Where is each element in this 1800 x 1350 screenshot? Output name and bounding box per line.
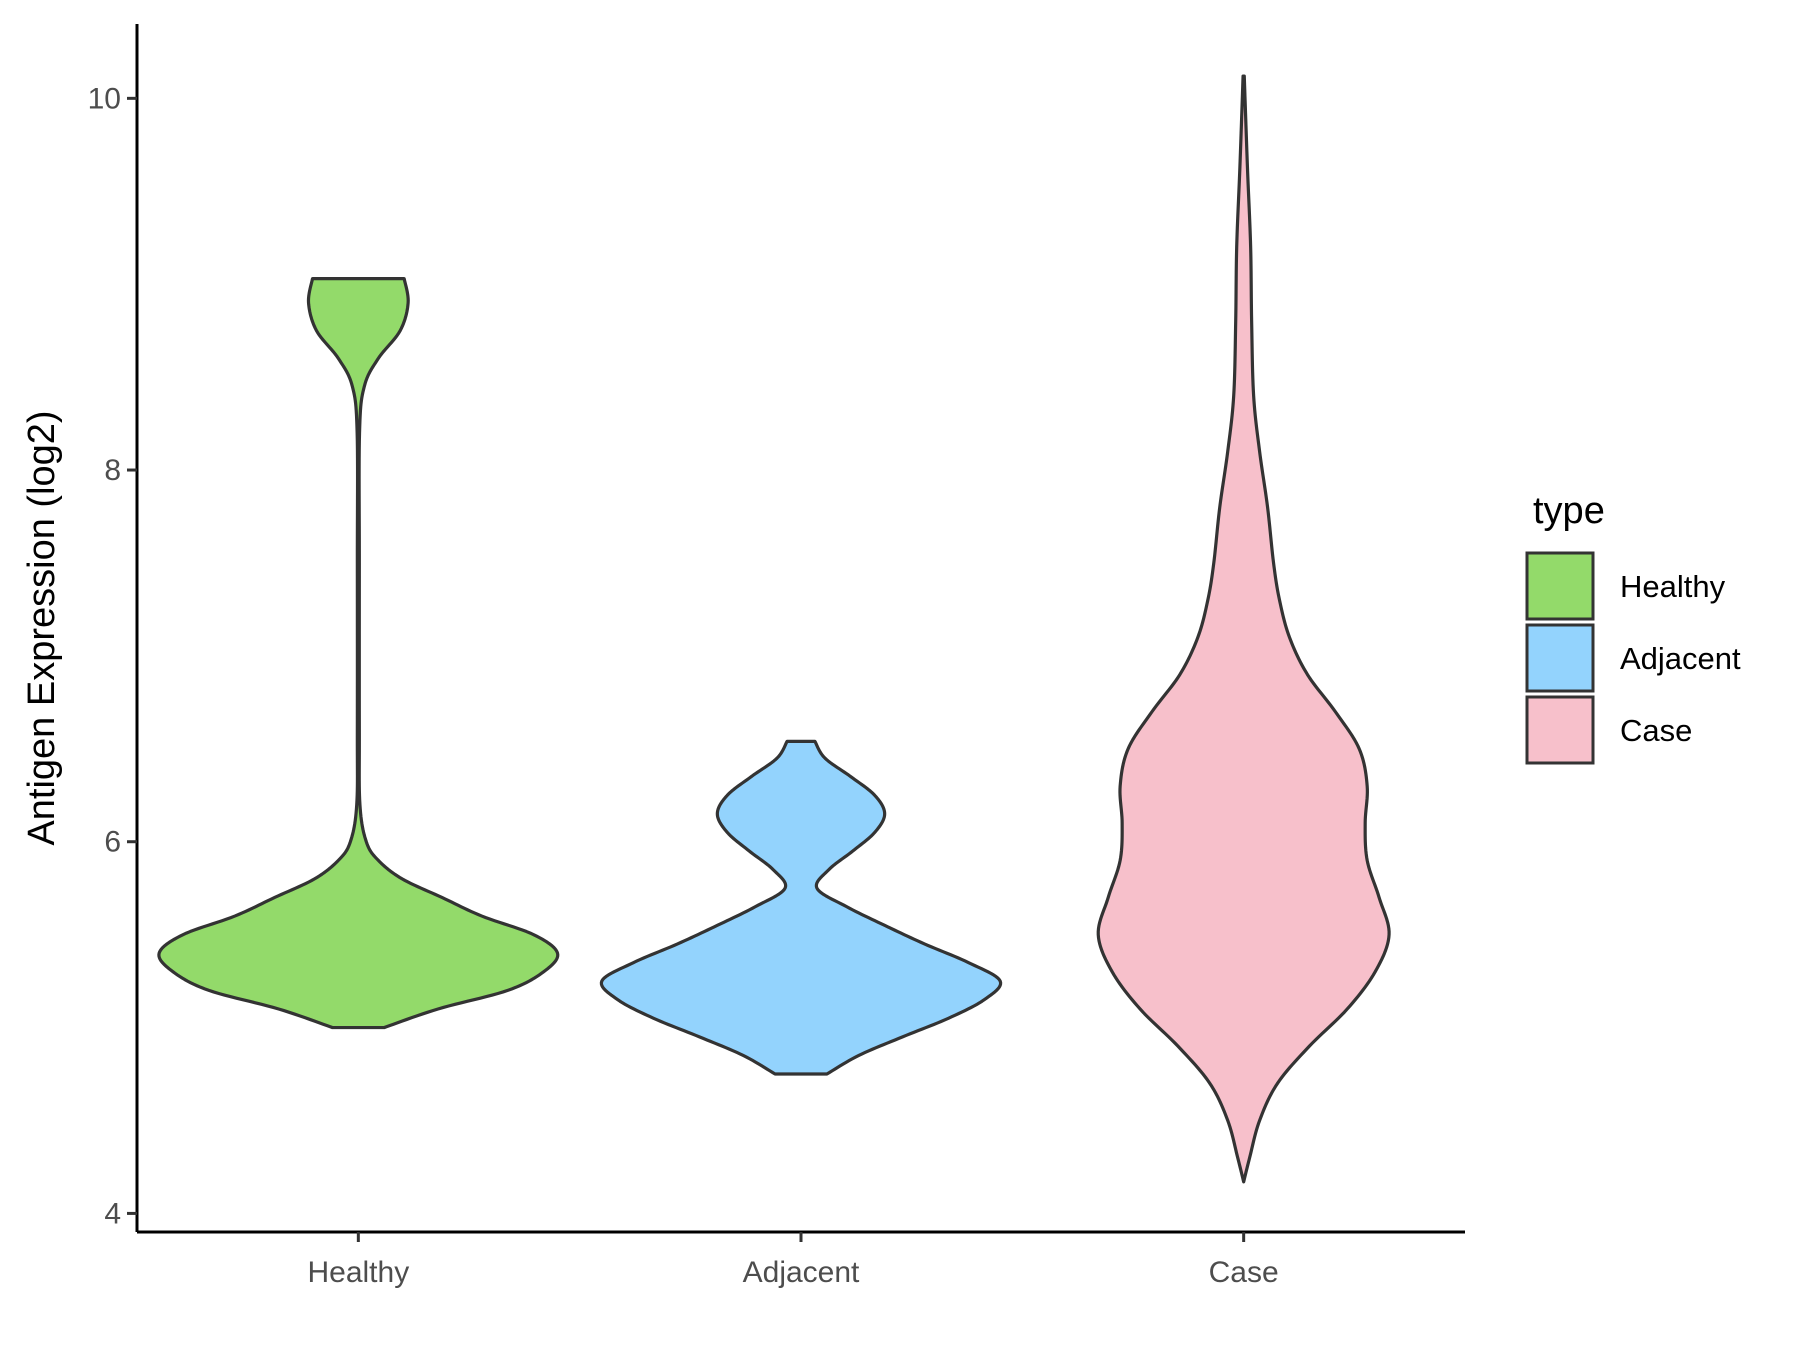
y-tick-label: 10 xyxy=(88,82,121,115)
legend-title: type xyxy=(1533,490,1605,532)
y-tick-label: 6 xyxy=(104,826,121,859)
y-tick-label: 4 xyxy=(104,1197,121,1230)
y-tick-label: 8 xyxy=(104,454,121,487)
legend-swatch-adjacent xyxy=(1525,623,1595,693)
y-axis-ticks: 4 6 8 10 xyxy=(88,82,137,1230)
x-tick-label-case: Case xyxy=(1209,1256,1279,1289)
x-tick-label-adjacent: Adjacent xyxy=(743,1256,860,1289)
legend-label-healthy: Healthy xyxy=(1620,569,1726,604)
legend-swatch-healthy xyxy=(1525,551,1595,621)
violin-adjacent xyxy=(599,739,1003,1076)
legend-label-adjacent: Adjacent xyxy=(1620,641,1741,676)
legend: type Healthy Adjacent Case xyxy=(1525,490,1741,765)
legend-label-case: Case xyxy=(1620,713,1692,748)
violin-case xyxy=(1096,74,1391,1184)
x-axis-ticks: Healthy Adjacent Case xyxy=(307,1232,1279,1289)
violin-healthy xyxy=(157,277,560,1030)
legend-swatch-case xyxy=(1525,695,1595,765)
x-tick-label-healthy: Healthy xyxy=(307,1256,409,1289)
y-axis-title: Antigen Expression (log2) xyxy=(21,410,63,845)
violin-layer xyxy=(157,74,1391,1184)
